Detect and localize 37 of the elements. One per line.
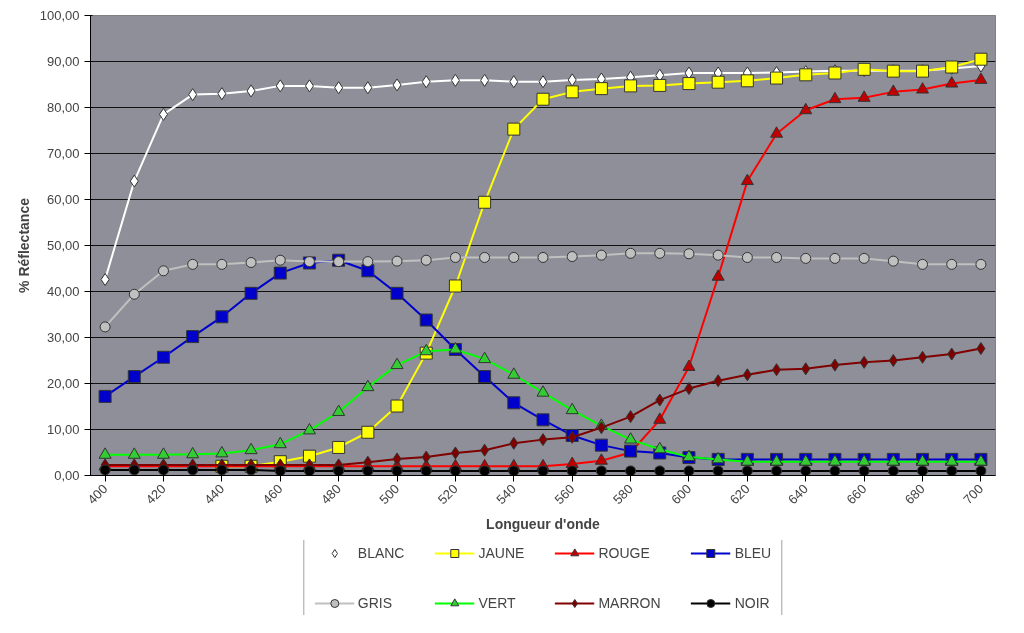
x-tick-label: 660 bbox=[843, 481, 870, 508]
y-tick-label: 70,00 bbox=[46, 146, 80, 161]
x-tick-label: 420 bbox=[142, 481, 169, 508]
x-axis-title: Longueur d'onde bbox=[486, 516, 601, 533]
y-tick-label: 40,00 bbox=[46, 284, 80, 299]
x-tick-label: 460 bbox=[259, 481, 286, 508]
x-tick-label: 620 bbox=[726, 481, 753, 508]
y-axis-title: % Réflectance bbox=[15, 197, 32, 293]
legend-label: BLANC bbox=[357, 544, 405, 561]
y-tick-label: 30,00 bbox=[46, 330, 80, 345]
legend-label: MARRON bbox=[598, 594, 661, 611]
y-tick-label: 20,00 bbox=[46, 376, 80, 391]
x-tick-label: 540 bbox=[493, 481, 520, 508]
y-tick-label: 10,00 bbox=[46, 422, 80, 437]
y-tick-label: 0,00 bbox=[54, 468, 80, 483]
x-tick-label: 560 bbox=[551, 481, 578, 508]
x-tick-label: 580 bbox=[609, 481, 636, 508]
x-tick-label: 440 bbox=[201, 481, 228, 508]
y-tick-label: 50,00 bbox=[46, 238, 80, 253]
x-tick-label: 480 bbox=[318, 481, 344, 508]
legend-label: GRIS bbox=[357, 594, 393, 611]
legend-label: BLEU bbox=[734, 544, 772, 561]
x-tick-label: 600 bbox=[668, 481, 695, 508]
x-tick-label: 680 bbox=[901, 481, 928, 508]
x-tick-label: 700 bbox=[960, 481, 987, 508]
x-tick-label: 640 bbox=[785, 481, 812, 508]
x-tick-label: 400 bbox=[84, 481, 111, 508]
x-tick-label: 500 bbox=[376, 481, 403, 508]
legend-label: VERT bbox=[478, 594, 516, 611]
legend-label: NOIR bbox=[734, 594, 770, 611]
y-tick-label: 100,00 bbox=[39, 8, 80, 23]
y-tick-label: 90,00 bbox=[46, 54, 80, 69]
legend-label: JAUNE bbox=[478, 544, 525, 561]
legend-label: ROUGE bbox=[598, 544, 650, 561]
y-tick-label: 80,00 bbox=[46, 100, 80, 115]
x-tick-label: 520 bbox=[434, 481, 461, 508]
y-tick-label: 60,00 bbox=[46, 192, 80, 207]
